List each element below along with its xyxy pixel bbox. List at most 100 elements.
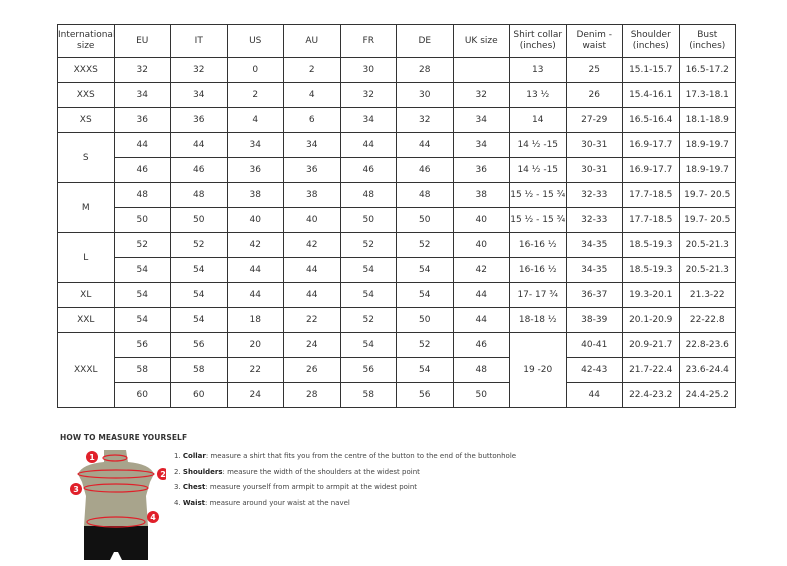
table-cell: 58 bbox=[113, 357, 171, 383]
table-cell bbox=[452, 57, 510, 83]
table-cell: 54 bbox=[396, 257, 454, 283]
table-cell: 40 bbox=[452, 207, 510, 233]
table-cell: 60 bbox=[170, 382, 228, 408]
table-cell: 32-33 bbox=[565, 182, 623, 208]
table-cell: 18-18 ½ bbox=[509, 307, 567, 333]
table-cell: 56 bbox=[170, 332, 228, 358]
size-cell: XXL bbox=[57, 307, 115, 333]
table-cell: 34-35 bbox=[565, 257, 623, 283]
table-cell: 50 bbox=[113, 207, 171, 233]
table-cell: 19.3-20.1 bbox=[622, 282, 680, 308]
table-cell: 22 bbox=[226, 357, 284, 383]
column-header: Shoulder (inches) bbox=[622, 24, 680, 58]
table-cell: 20.9-21.7 bbox=[622, 332, 680, 358]
table-cell: 46 bbox=[396, 157, 454, 183]
torso-illustration bbox=[78, 450, 154, 526]
table-cell: 44 bbox=[339, 132, 397, 158]
table-cell: 22 bbox=[283, 307, 341, 333]
column-header: Bust (inches) bbox=[678, 24, 736, 58]
step-shoulders: 2. Shoulders: measure the width of the s… bbox=[174, 467, 420, 476]
table-cell: 4 bbox=[283, 82, 341, 108]
size-cell: XXS bbox=[57, 82, 115, 108]
table-cell: 40-41 bbox=[565, 332, 623, 358]
table-cell: 18.5-19.3 bbox=[622, 257, 680, 283]
table-cell: 30 bbox=[339, 57, 397, 83]
table-cell: 44 bbox=[452, 282, 510, 308]
table-cell: 34 bbox=[283, 132, 341, 158]
table-cell: 19.7- 20.5 bbox=[678, 207, 736, 233]
size-cell: M bbox=[57, 182, 115, 233]
table-cell: 36-37 bbox=[565, 282, 623, 308]
table-cell: 0 bbox=[226, 57, 284, 83]
table-cell: 54 bbox=[113, 282, 171, 308]
table-cell: 16-16 ½ bbox=[509, 257, 567, 283]
table-cell: 20.5-21.3 bbox=[678, 232, 736, 258]
column-header: Shirt collar (inches) bbox=[509, 24, 567, 58]
header-row: International size EU IT US AU FR DE UK size Shi… bbox=[57, 24, 736, 58]
table-cell: 50 bbox=[339, 207, 397, 233]
body-measure-figure: 1 2 3 4 bbox=[70, 450, 166, 560]
table-cell: 48 bbox=[339, 182, 397, 208]
table-cell: 21.3-22 bbox=[678, 282, 736, 308]
table-cell: 17.7-18.5 bbox=[622, 182, 680, 208]
table-cell: 27-29 bbox=[565, 107, 623, 133]
table-cell: 34 bbox=[452, 107, 510, 133]
table-cell: 36 bbox=[452, 157, 510, 183]
size-chart-table: International size EU IT US AU FR DE UK size Shi… bbox=[57, 24, 736, 408]
size-cell: XL bbox=[57, 282, 115, 308]
table-cell: 50 bbox=[396, 307, 454, 333]
column-header: AU bbox=[283, 24, 341, 58]
table-cell: 24 bbox=[283, 332, 341, 358]
table-cell: 44 bbox=[170, 132, 228, 158]
table-cell: 26 bbox=[283, 357, 341, 383]
table-cell: 13 ½ bbox=[509, 82, 567, 108]
table-cell: 20.1-20.9 bbox=[622, 307, 680, 333]
table-cell: 25 bbox=[565, 57, 623, 83]
table-cell: 42 bbox=[226, 232, 284, 258]
table-cell: 16-16 ½ bbox=[509, 232, 567, 258]
table-cell: 17.3-18.1 bbox=[678, 82, 736, 108]
column-header: DE bbox=[396, 24, 454, 58]
table-cell: 44 bbox=[226, 257, 284, 283]
table-cell: 16.5-17.2 bbox=[678, 57, 736, 83]
table-cell: 44 bbox=[283, 282, 341, 308]
table-cell: 52 bbox=[113, 232, 171, 258]
table-cell: 44 bbox=[113, 132, 171, 158]
table-row: S 44 44 34 34 44 44 34 14 ½ -15 30-31 16.9-17.7 18.… bbox=[57, 132, 736, 183]
marker-3: 3 bbox=[70, 483, 82, 495]
table-cell: 36 bbox=[283, 157, 341, 183]
table-cell: 42-43 bbox=[565, 357, 623, 383]
table-cell: 24.4-25.2 bbox=[678, 382, 736, 408]
table-cell: 50 bbox=[396, 207, 454, 233]
table-cell: 40 bbox=[452, 232, 510, 258]
step-collar: 1. Collar: measure a shirt that fits you… bbox=[174, 452, 517, 460]
table-cell: 34 bbox=[339, 107, 397, 133]
table-cell: 38 bbox=[283, 182, 341, 208]
table-cell: 34 bbox=[113, 82, 171, 108]
table-cell: 32 bbox=[452, 82, 510, 108]
column-header: International size bbox=[57, 24, 115, 58]
table-cell: 18.9-19.7 bbox=[678, 157, 736, 183]
table-cell: 54 bbox=[339, 257, 397, 283]
table-cell: 2 bbox=[226, 82, 284, 108]
column-header: UK size bbox=[452, 24, 510, 58]
table-cell: 15 ½ - 15 ¾ bbox=[509, 207, 567, 233]
size-cell: XXXL bbox=[57, 332, 115, 408]
marker-2: 2 bbox=[157, 468, 166, 480]
table-cell: 46 bbox=[113, 157, 171, 183]
size-cell: XXXS bbox=[57, 57, 115, 83]
table-row: XS 36 36 4 6 34 32 34 14 27-29 16.5-16.4 18.1-18.9 bbox=[57, 107, 736, 133]
table-cell: 14 ½ -15 bbox=[509, 132, 567, 158]
table-cell: 42 bbox=[283, 232, 341, 258]
table-cell: 15.4-16.1 bbox=[622, 82, 680, 108]
table-cell: 28 bbox=[283, 382, 341, 408]
marker-number: 2 bbox=[160, 470, 166, 479]
table-cell: 40 bbox=[226, 207, 284, 233]
table-cell: 14 bbox=[509, 107, 567, 133]
table-cell: 24 bbox=[226, 382, 284, 408]
table-cell: 56 bbox=[396, 382, 454, 408]
table-cell: 44 bbox=[226, 282, 284, 308]
table-cell: 18.1-18.9 bbox=[678, 107, 736, 133]
table-row: 58 58 22 26 56 54 48 42-43 21.7-22.4 23.6-24.4 bbox=[58, 357, 736, 383]
table-row: M 48 48 38 38 48 48 38 15 ½ - 15 ¾ 32-33 17.7-18.5… bbox=[57, 182, 736, 233]
